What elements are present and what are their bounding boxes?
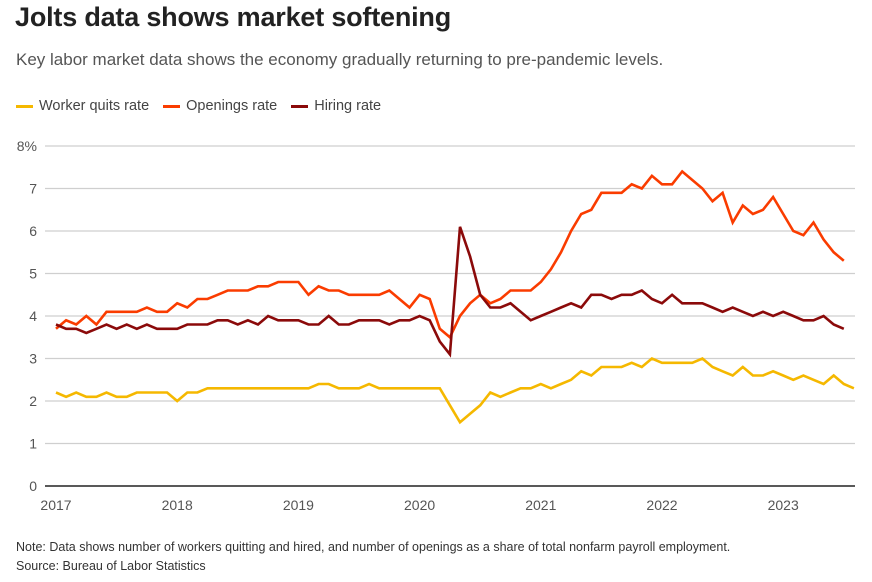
x-tick-label: 2021: [525, 497, 556, 513]
y-tick-label: 1: [29, 436, 37, 452]
x-tick-label: 2017: [40, 497, 71, 513]
series-line-worker-quits-rate: [55, 356, 855, 425]
y-tick-label: 2: [29, 393, 37, 409]
chart-subtitle: Key labor market data shows the economy …: [16, 50, 664, 69]
legend: Worker quits rate Openings rate Hiring r…: [16, 98, 381, 114]
line-chart: 0 1 2 3 4 5 6 7 8% 2017 2018 2019 2020 2021 2022 2023: [17, 138, 855, 513]
y-tick-label: 8%: [17, 138, 37, 154]
y-tick-label: 7: [29, 181, 37, 197]
footnote: Note: Data shows number of workers quitt…: [16, 540, 731, 554]
series-line-openings-rate: [55, 169, 845, 340]
legend-swatch-hiring: [291, 104, 309, 108]
series-line-hiring-rate: [55, 226, 845, 358]
legend-label-openings: Openings rate: [186, 98, 278, 114]
source-note: Source: Bureau of Labor Statistics: [16, 559, 206, 573]
x-tick-label: 2023: [768, 497, 799, 513]
chart-title: Jolts data shows market softening: [15, 2, 451, 32]
legend-item-openings: Openings rate: [163, 98, 277, 114]
legend-label-quits: Worker quits rate: [39, 98, 150, 114]
x-tick-label: 2022: [646, 497, 677, 513]
y-tick-label: 6: [29, 223, 37, 239]
y-tick-label: 5: [29, 266, 37, 282]
y-axis: 0 1 2 3 4 5 6 7 8%: [17, 138, 37, 494]
legend-item-quits: Worker quits rate: [16, 98, 149, 114]
x-axis: 2017 2018 2019 2020 2021 2022 2023: [40, 497, 799, 513]
legend-swatch-quits: [16, 104, 33, 108]
y-tick-label: 4: [29, 308, 37, 324]
x-tick-label: 2020: [404, 497, 435, 513]
legend-label-hiring: Hiring rate: [314, 98, 382, 114]
gridlines: [45, 145, 855, 487]
y-tick-label: 0: [29, 478, 37, 494]
x-tick-label: 2019: [283, 497, 314, 513]
y-tick-label: 3: [29, 351, 37, 367]
x-tick-label: 2018: [162, 497, 193, 513]
legend-swatch-openings: [163, 104, 181, 108]
series-lines: [55, 169, 855, 425]
legend-item-hiring: Hiring rate: [291, 98, 381, 114]
